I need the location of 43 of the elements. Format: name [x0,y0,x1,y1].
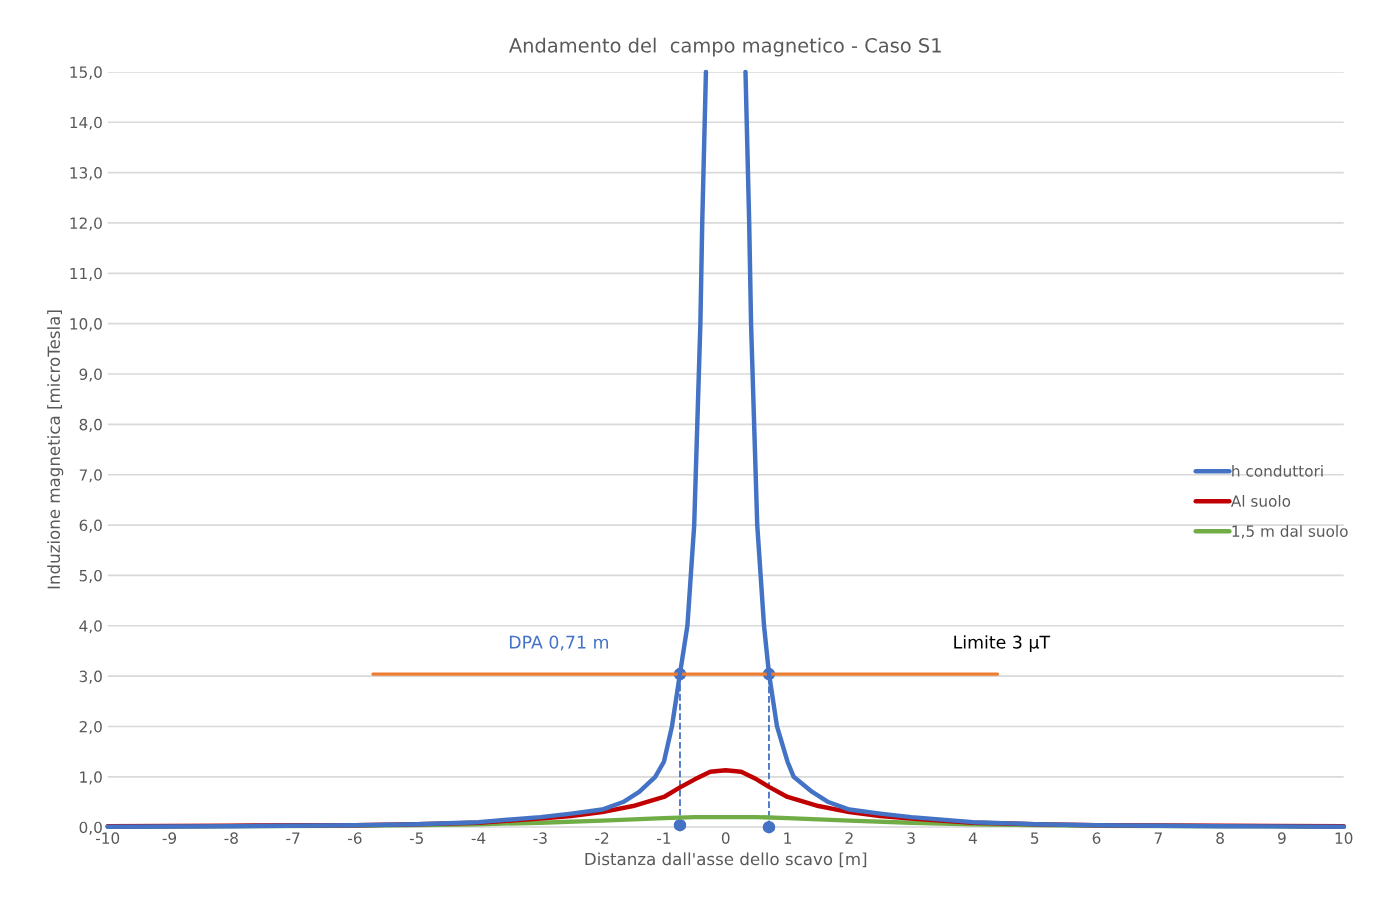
annotation: Limite 3 µT [954,635,1051,653]
x-tick-label: 6 [1092,832,1101,844]
y-tick-label: 4,0 [79,620,102,634]
x-tick-label: 0 [721,832,730,844]
y-tick-label: 13,0 [70,167,102,181]
x-tick-label: -9 [162,832,177,844]
x-tick-label: -3 [533,832,547,844]
y-tick-label: 7,0 [79,469,102,483]
legend-label: Al suolo [1230,495,1291,507]
y-axis-title: Induzione magnetica [microTesla] [47,310,64,589]
x-tick-label: 9 [1278,832,1286,844]
legend-label: h conduttori [1232,464,1323,477]
x-tick-label: -1 [657,832,671,844]
y-tick-label: 11,0 [70,267,102,281]
x-tick-label: -7 [286,832,300,844]
x-tick-label: -8 [224,832,238,844]
y-tick-label: 12,0 [70,217,102,231]
x-tick-label: 3 [907,832,915,844]
x-tick-label: 4 [968,832,977,844]
legend-label: 1,5 m dal suolo [1232,525,1348,539]
chart-title: Andamento del campo magnetico - Caso S1 [509,37,941,57]
x-tick-label: -6 [348,832,362,844]
y-tick-label: 8,0 [79,418,102,432]
x-tick-label: 7 [1154,832,1162,844]
x-tick-label: -5 [409,832,423,844]
y-tick-label: 14,0 [70,116,102,130]
x-tick-label: 10 [1335,832,1353,844]
x-tick-label: 1 [784,832,791,844]
x-tick-label: 8 [1216,832,1224,844]
y-tick-label: 15,0 [70,66,102,80]
x-tick-label: 5 [1031,832,1039,844]
x-tick-label: -4 [471,832,486,844]
y-tick-label: 5,0 [79,569,102,583]
y-tick-label: 2,0 [79,720,102,735]
x-axis-title: Distanza dall'asse dello scavo [m] [585,852,867,868]
y-tick-label: 6,0 [79,519,102,533]
y-tick-label: 1,0 [80,771,102,785]
y-tick-label: 3,0 [79,670,102,684]
x-tick-label: 2 [845,832,853,844]
y-tick-label: 10,0 [70,318,102,332]
y-tick-label: 9,0 [79,368,102,382]
annotation: DPA 0,71 m [509,635,608,651]
x-tick-label: -2 [595,832,609,844]
